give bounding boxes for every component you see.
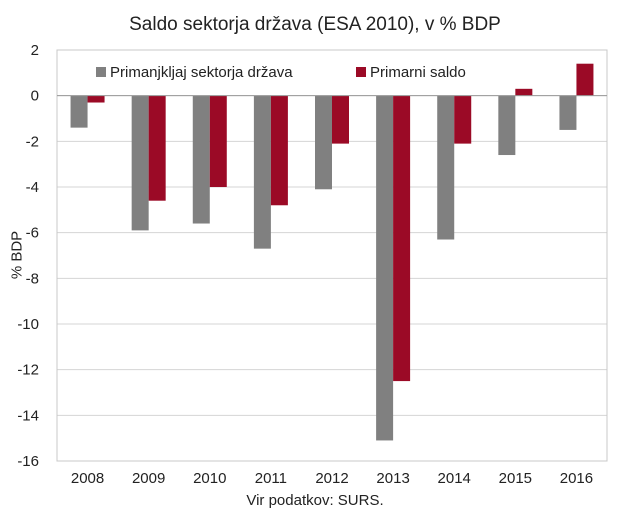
- bar-deficit: [376, 95, 394, 441]
- bar-deficit: [437, 95, 455, 240]
- bar-primary-balance: [332, 95, 349, 144]
- bar-deficit: [253, 95, 271, 249]
- bar-primary-balance: [270, 95, 288, 206]
- bar-primary-balance: [148, 95, 166, 201]
- y-tick-label: 2: [31, 42, 39, 59]
- y-tick-label: -12: [17, 362, 39, 379]
- y-tick-label: -8: [26, 270, 39, 287]
- chart-title: Saldo sektorja država (ESA 2010), v % BD…: [129, 14, 501, 35]
- x-tick-label: 2015: [499, 470, 532, 487]
- bar-deficit: [559, 95, 577, 130]
- legend-label: Primanjkljaj sektorja država: [110, 64, 293, 81]
- source-note: Vir podatkov: SURS.: [246, 492, 384, 509]
- y-tick-label: 0: [31, 88, 39, 105]
- y-tick-label: -4: [26, 179, 39, 196]
- bar-deficit: [131, 95, 149, 231]
- x-tick-label: 2014: [438, 470, 471, 487]
- bar-primary-balance: [515, 88, 533, 96]
- x-tick-label: 2016: [560, 470, 593, 487]
- bar-primary-balance: [576, 63, 594, 96]
- y-tick-label: -16: [17, 453, 39, 470]
- x-tick-label: 2013: [376, 470, 409, 487]
- x-tick-label: 2009: [132, 470, 165, 487]
- legend-label: Primarni saldo: [370, 64, 466, 81]
- bar-primary-balance: [209, 95, 227, 187]
- bar-deficit: [315, 95, 332, 190]
- y-tick-label: -14: [17, 407, 39, 424]
- legend-swatch: [356, 67, 366, 77]
- bar-deficit: [192, 95, 210, 224]
- bar-primary-balance: [454, 95, 472, 144]
- bar-deficit: [498, 95, 516, 156]
- x-tick-label: 2008: [71, 470, 104, 487]
- bar-primary-balance: [393, 95, 411, 382]
- legend-swatch: [96, 67, 106, 77]
- y-tick-label: -10: [17, 316, 39, 333]
- x-tick-label: 2011: [255, 470, 287, 487]
- bar-deficit: [70, 95, 88, 128]
- plot-border: [56, 49, 608, 462]
- x-tick-label: 2012: [315, 470, 348, 487]
- bar-primary-balance: [87, 95, 105, 103]
- x-tick-label: 2010: [193, 470, 226, 487]
- y-tick-label: -2: [26, 133, 39, 150]
- y-tick-label: -6: [26, 225, 39, 242]
